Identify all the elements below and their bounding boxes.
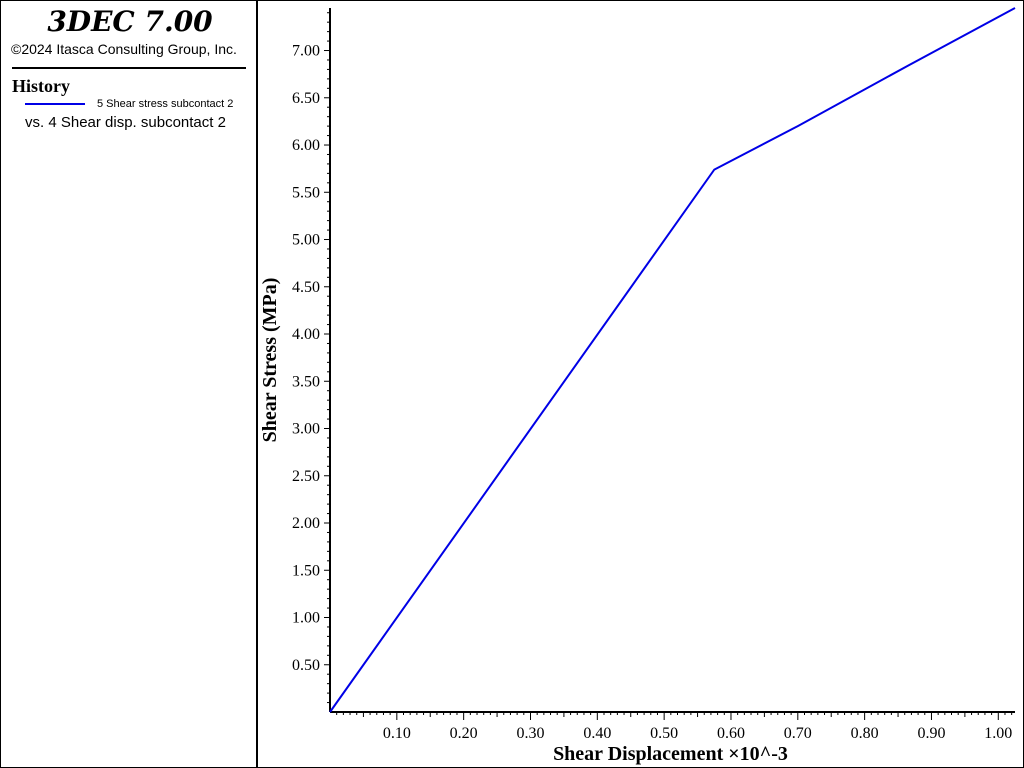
y-tick-label: 0.50	[292, 657, 320, 674]
x-tick-label: 0.10	[383, 725, 411, 742]
series-line	[329, 7, 1016, 713]
x-tick-label: 0.40	[583, 725, 611, 742]
y-tick-label: 6.00	[292, 137, 320, 154]
chart-axes	[329, 8, 1015, 713]
y-tick-label: 4.50	[292, 279, 320, 296]
x-tick-label: 0.20	[450, 725, 478, 742]
history-heading: History	[12, 76, 70, 96]
x-tick-label: 0.30	[516, 725, 544, 742]
title-divider	[12, 67, 246, 69]
app-title: 3DEC 7.00	[47, 5, 213, 38]
copyright-text: ©2024 Itasca Consulting Group, Inc.	[11, 41, 237, 57]
x-tick-label: 0.60	[717, 725, 745, 742]
x-tick-label: 0.50	[650, 725, 678, 742]
y-tick-label: 5.50	[292, 184, 320, 201]
legend-panel: 3DEC 7.00 ©2024 Itasca Consulting Group,…	[1, 1, 258, 767]
x-tick-label: 0.70	[784, 725, 812, 742]
y-tick-label: 1.00	[292, 610, 320, 627]
y-tick-label: 6.50	[292, 90, 320, 107]
legend-vs-label: vs. 4 Shear disp. subcontact 2	[25, 114, 226, 131]
y-tick-label: 3.00	[292, 421, 320, 438]
y-tick-label: 7.00	[292, 43, 320, 60]
y-axis-ticks: 0.50 1.00 1.50 2.00 2.50 3.00 3.50 4.00 4.50 5.00…	[292, 12, 330, 704]
y-tick-label: 3.50	[292, 373, 320, 390]
x-tick-label: 1.00	[984, 725, 1012, 742]
legend-line-swatch	[25, 103, 85, 105]
legend-series-label: 5 Shear stress subcontact 2	[97, 98, 234, 110]
y-axis-title: Shear Stress (MPa)	[259, 278, 281, 443]
series-layer	[329, 7, 1016, 713]
x-axis-ticks: 0.10 0.20 0.30 0.40 0.50 0.60 0.70 0.80 0.90 1.00	[336, 712, 1012, 742]
y-tick-label: 2.00	[292, 515, 320, 532]
y-tick-label: 2.50	[292, 468, 320, 485]
y-tick-label: 5.00	[292, 232, 320, 249]
y-tick-label: 4.00	[292, 326, 320, 343]
x-tick-label: 0.80	[851, 725, 879, 742]
y-tick-label: 1.50	[292, 562, 320, 579]
x-axis-title: Shear Displacement ×10^-3	[553, 743, 788, 765]
x-tick-label: 0.90	[917, 725, 945, 742]
